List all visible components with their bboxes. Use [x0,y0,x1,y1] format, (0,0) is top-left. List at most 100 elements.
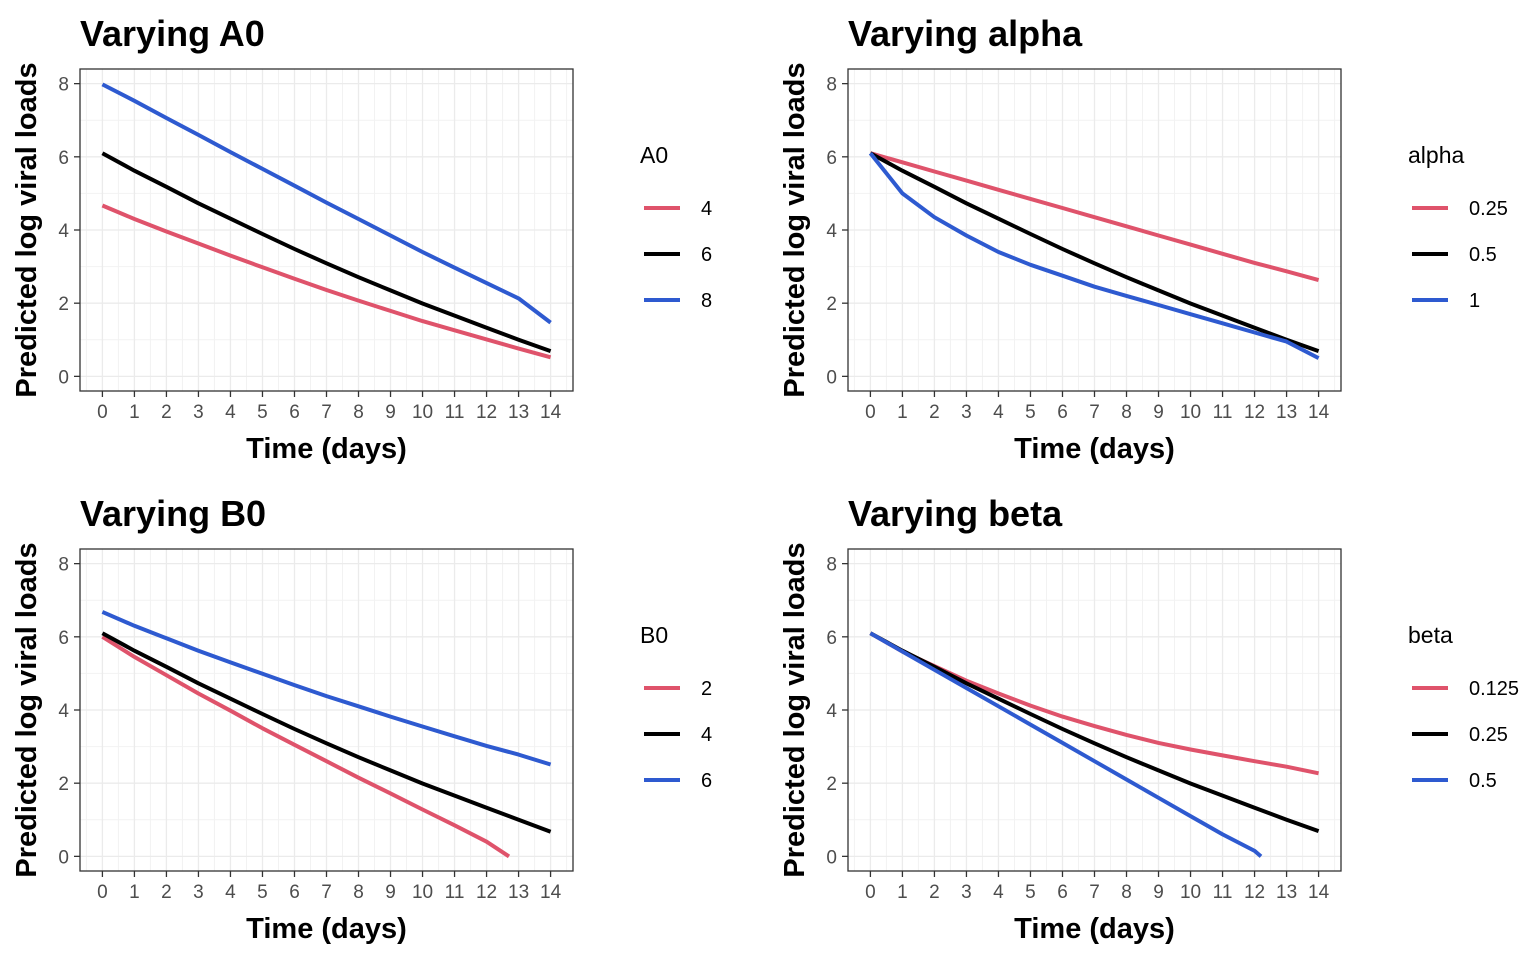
x-tick-label: 8 [1121,882,1132,903]
y-tick-label: 4 [826,701,837,722]
x-tick-label: 3 [961,882,972,903]
y-tick-label: 4 [58,221,69,242]
y-tick-label: 2 [826,774,837,795]
legend: alpha 0.25 0.5 1 [1408,142,1508,312]
y-axis-title: Predicted log viral loads [11,62,43,397]
series-line-8 [101,82,552,325]
x-tick-label: 10 [412,882,433,903]
x-tick-label: 8 [353,402,364,423]
x-axis-title: Time (days) [1014,433,1175,465]
x-axis-title: Time (days) [1014,913,1175,945]
x-tick-label: 4 [225,402,236,423]
y-tick-label: 0 [826,847,837,868]
legend-title: beta [1408,622,1453,648]
legend-title: B0 [640,622,668,648]
x-tick-label: 8 [353,882,364,903]
x-tick-label: 1 [897,402,908,423]
x-tick-label: 12 [476,402,497,423]
x-tick-label: 12 [1244,882,1265,903]
x-tick-label: 4 [993,882,1004,903]
y-tick-label: 8 [826,75,837,96]
series-line-0.25 [869,151,1320,283]
legend-label-0.25: 0.25 [1469,198,1508,220]
x-tick-label: 13 [508,882,529,903]
x-tick-label: 9 [385,882,396,903]
series-line-6 [101,610,552,767]
series-line-6 [101,151,552,353]
y-tick-label: 2 [58,774,69,795]
x-tick-label: 10 [412,402,433,423]
x-tick-label: 0 [865,882,876,903]
y-tick-label: 8 [826,555,837,576]
y-axis-title: Predicted log viral loads [779,542,811,877]
legend-label-6: 6 [701,244,712,266]
panel-title: Varying alpha [848,13,1083,54]
x-tick-label: 14 [540,882,562,903]
x-tick-label: 11 [1213,882,1233,903]
series-line-4 [101,203,552,360]
x-tick-label: 11 [445,882,465,903]
x-tick-label: 14 [540,402,562,423]
y-tick-label: 6 [58,628,69,649]
x-tick-label: 14 [1308,882,1330,903]
panel-title: Varying beta [848,493,1063,534]
y-tick-label: 0 [826,367,837,388]
x-tick-label: 1 [129,882,140,903]
x-tick-label: 4 [225,882,236,903]
x-tick-label: 3 [193,402,204,423]
x-tick-label: 13 [1276,402,1297,423]
x-tick-label: 5 [257,402,268,423]
x-tick-label: 3 [193,882,204,903]
x-tick-label: 2 [161,402,172,423]
x-tick-label: 2 [929,882,940,903]
y-tick-label: 4 [826,221,837,242]
legend: beta 0.125 0.25 0.5 [1408,622,1519,792]
legend-label-8: 8 [701,290,712,312]
series-line-1 [868,151,1320,360]
x-tick-label: 11 [1213,402,1233,423]
y-tick-label: 8 [58,75,69,96]
legend-label-0.25: 0.25 [1469,724,1508,746]
panel-title: Varying A0 [80,13,265,54]
x-tick-label: 1 [897,882,908,903]
legend-label-2: 2 [701,678,712,700]
panel-title: Varying B0 [80,493,266,534]
x-axis-title: Time (days) [246,433,407,465]
x-tick-label: 13 [508,402,529,423]
x-tick-label: 13 [1276,882,1297,903]
legend-label-0.5: 0.5 [1469,770,1497,792]
x-tick-label: 6 [1057,402,1068,423]
x-tick-label: 11 [445,402,465,423]
y-tick-label: 6 [826,628,837,649]
x-tick-label: 7 [321,402,332,423]
x-tick-label: 4 [993,402,1004,423]
legend: B0 2 4 6 [640,622,712,792]
x-tick-label: 9 [1153,402,1164,423]
series-line-0.5 [869,631,1263,858]
x-tick-label: 5 [1025,402,1036,423]
y-tick-label: 8 [58,555,69,576]
x-tick-label: 2 [161,882,172,903]
x-tick-label: 12 [476,882,497,903]
y-tick-label: 6 [58,148,69,169]
y-tick-label: 4 [58,701,69,722]
series-line-2 [101,635,511,859]
legend-title: alpha [1408,142,1464,168]
series-line-0.5 [869,151,1320,353]
x-axis-title: Time (days) [246,913,407,945]
x-tick-label: 5 [1025,882,1036,903]
x-tick-label: 0 [97,402,108,423]
legend-label-0.125: 0.125 [1469,678,1519,700]
x-tick-label: 5 [257,882,268,903]
x-tick-label: 8 [1121,402,1132,423]
x-tick-label: 7 [1089,882,1100,903]
legend-label-6: 6 [701,770,712,792]
x-tick-label: 9 [385,402,396,423]
y-tick-label: 2 [58,294,69,315]
x-tick-label: 0 [865,402,876,423]
legend-title: A0 [640,142,668,168]
